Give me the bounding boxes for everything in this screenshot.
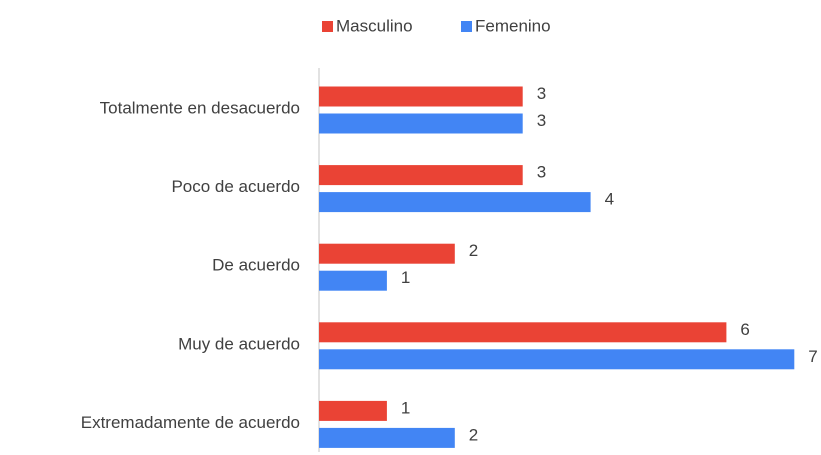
category-label: Totalmente en desacuerdo: [100, 98, 300, 117]
category-label: Extremadamente de acuerdo: [81, 413, 300, 432]
value-label: 2: [469, 425, 478, 444]
legend-label: Masculino: [336, 16, 413, 35]
value-label: 1: [401, 398, 410, 417]
value-label: 6: [740, 320, 749, 339]
bar: [319, 349, 795, 370]
value-label: 3: [537, 163, 546, 182]
bar: [319, 113, 523, 134]
category-label: Muy de acuerdo: [178, 334, 300, 353]
value-label: 3: [537, 84, 546, 103]
bar: [319, 427, 455, 448]
value-label: 2: [469, 241, 478, 260]
category-label: De acuerdo: [212, 256, 300, 275]
bar: [319, 243, 455, 264]
value-label: 4: [605, 190, 614, 209]
bar: [319, 322, 727, 343]
bar: [319, 270, 387, 291]
bar: [319, 165, 523, 186]
value-label: 3: [537, 111, 546, 130]
value-label: 7: [808, 347, 817, 366]
value-label: 1: [401, 268, 410, 287]
bar: [319, 86, 523, 107]
legend-label: Femenino: [475, 16, 551, 35]
category-label: Poco de acuerdo: [171, 177, 300, 196]
bar: [319, 400, 387, 421]
legend-swatch: [461, 21, 472, 32]
bar: [319, 192, 591, 213]
legend-swatch: [322, 21, 333, 32]
